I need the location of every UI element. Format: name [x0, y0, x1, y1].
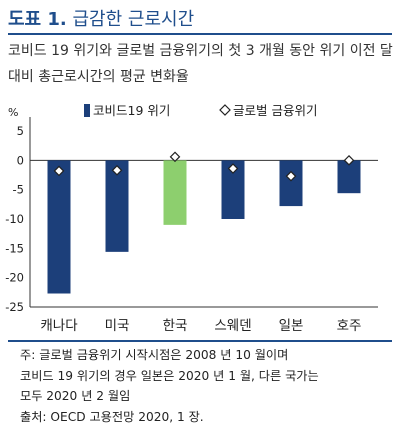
footnote-line: 모두 2020 년 2 월임 — [20, 389, 131, 403]
bar — [221, 160, 245, 219]
legend-swatch-marker — [219, 104, 231, 116]
y-tick-label: -10 — [5, 212, 24, 226]
figure-number: 도표 1. — [8, 9, 67, 30]
x-tick-label: 한국 — [163, 318, 188, 334]
marker-point — [111, 164, 123, 176]
bar — [163, 160, 187, 225]
y-tick-label: -5 — [13, 183, 24, 197]
y-tick-label: -15 — [5, 241, 24, 255]
y-tick-label: -25 — [5, 300, 24, 314]
marker-point — [53, 165, 65, 177]
marker-point — [285, 170, 297, 182]
figure-title: 도표 1. 급감한 근로시간 — [8, 5, 194, 31]
marker-point — [343, 154, 355, 166]
figure-subtitle: 코비드 19 위기와 글로벌 금융위기의 첫 3 개월 동안 위기 이전 달 대… — [8, 43, 393, 85]
x-tick-label: 일본 — [279, 318, 304, 334]
bar — [105, 160, 129, 252]
bar — [279, 160, 303, 207]
bottom-rule — [8, 340, 392, 342]
x-tick-label: 스웨덴 — [214, 318, 251, 334]
marker-point — [227, 163, 239, 174]
footnote-line: 주: 글로벌 금융위기 시작시점은 2008 년 10 월이며 — [20, 348, 289, 362]
legend-label: 글로벌 금융위기 — [233, 103, 317, 118]
footnote: 주: 글로벌 금융위기 시작시점은 2008 년 10 월이며 코비드 19 위… — [20, 345, 395, 427]
footnote-line: 코비드 19 위기의 경우 일본은 2020 년 1 월, 다른 국가는 — [20, 368, 319, 383]
source-line: 출처: OECD 고용전망 2020, 1 장. — [20, 409, 204, 424]
y-axis-label: % — [8, 106, 18, 119]
title-rule — [8, 33, 392, 35]
legend-swatch-bar — [84, 104, 90, 117]
marker-point — [169, 151, 181, 163]
y-tick-label: 5 — [17, 124, 24, 138]
legend-label: 코비드19 위기 — [93, 103, 170, 118]
y-tick-label: -20 — [5, 271, 24, 285]
bar — [47, 160, 71, 294]
bar — [337, 160, 361, 194]
x-tick-label: 미국 — [105, 318, 130, 334]
figure-title-text: 급감한 근로시간 — [72, 9, 195, 30]
x-tick-label: 캐나다 — [40, 318, 78, 334]
y-tick-label: 0 — [17, 153, 24, 167]
x-tick-label: 호주 — [337, 318, 362, 334]
